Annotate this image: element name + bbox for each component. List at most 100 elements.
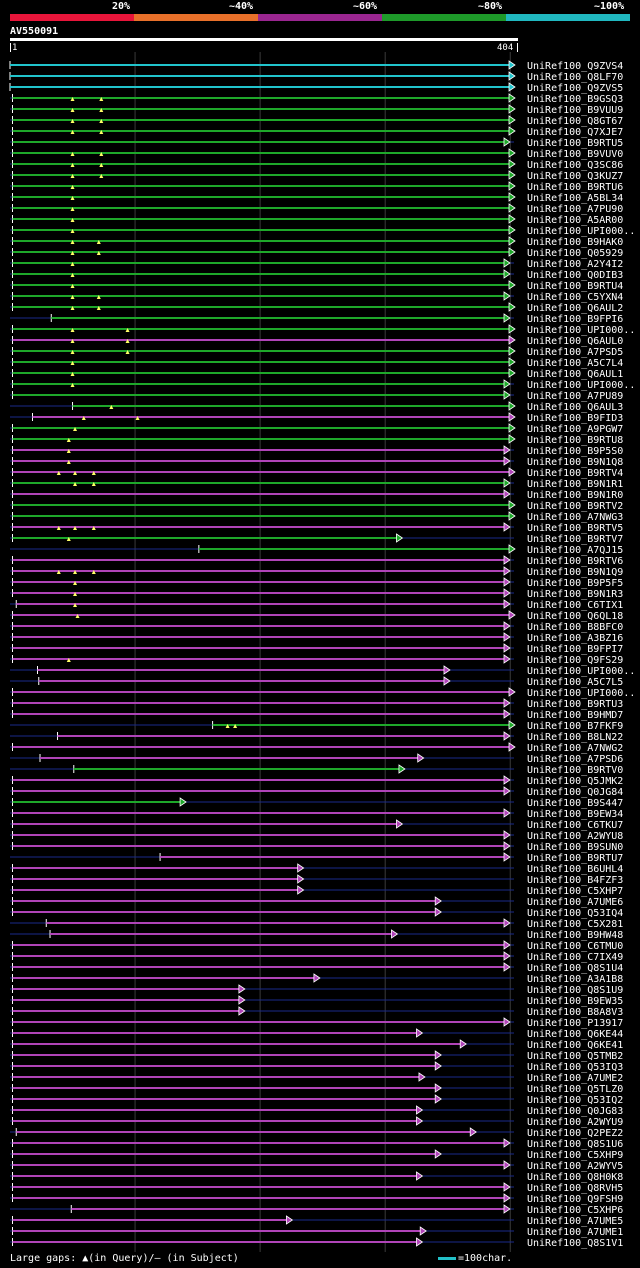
- hit-row: UniRef100_Q9ZVS4: [9, 60, 623, 72]
- hit-row: UniRef100_A7NWG2: [10, 742, 623, 754]
- hit-arrow: [508, 104, 516, 114]
- hit-arrow: [391, 929, 399, 939]
- hit-arrow: [508, 687, 516, 697]
- hit-row: UniRef100_Q2PEZ2: [10, 1127, 623, 1139]
- hit-label: UniRef100_B9RTU3: [527, 699, 623, 710]
- query-gap-marker: [99, 119, 104, 123]
- query-gap-marker: [73, 570, 78, 574]
- hit-row: UniRef100_B9RTU6: [10, 181, 623, 193]
- query-gap-marker: [70, 240, 75, 244]
- query-gap-marker: [56, 526, 61, 530]
- hit-label: UniRef100_B9RTV0: [527, 765, 623, 776]
- hit-row: UniRef100_Q8S1U4: [10, 962, 623, 974]
- query-gap-marker: [70, 361, 75, 365]
- query-gap-marker: [99, 174, 104, 178]
- hit-row: UniRef100_Q8H0K8: [10, 1171, 623, 1183]
- hit-arrow: [508, 60, 516, 70]
- hit-arrow: [503, 258, 511, 268]
- hit-arrow: [503, 577, 511, 587]
- hit-row: UniRef100_B7FKF9: [10, 720, 623, 732]
- query-gap-marker: [73, 603, 78, 607]
- query-gap-marker: [135, 416, 140, 420]
- hit-row: UniRef100_B9FPI7: [10, 643, 623, 655]
- hit-label: UniRef100_C5XHP6: [527, 1205, 623, 1216]
- hit-label: UniRef100_B9HMD7: [527, 710, 623, 721]
- hit-row: UniRef100_UPI000..: [10, 225, 635, 237]
- legend-swatch-3: [258, 14, 382, 21]
- hit-arrow: [503, 379, 511, 389]
- hit-label: UniRef100_UPI000..: [527, 226, 635, 237]
- hit-row: UniRef100_B9VUU9: [10, 104, 623, 116]
- query-gap-marker: [70, 262, 75, 266]
- hit-arrow: [419, 1226, 427, 1236]
- hit-row: UniRef100_B9P5S0: [10, 445, 623, 457]
- hit-label: UniRef100_C6TIX1: [527, 600, 623, 611]
- hit-row: UniRef100_A2Y4I2: [10, 258, 623, 270]
- hit-label: UniRef100_A7PU89: [527, 391, 623, 402]
- query-gap-marker: [96, 306, 101, 310]
- hit-row: UniRef100_C5XHP7: [10, 885, 623, 897]
- hit-arrow: [503, 390, 511, 400]
- query-gap-marker: [99, 130, 104, 134]
- hit-arrow: [503, 918, 511, 928]
- hit-arrow: [508, 82, 516, 92]
- hit-row: UniRef100_Q6AUL3: [10, 401, 623, 413]
- hit-label: UniRef100_Q8H0K8: [527, 1172, 623, 1183]
- hit-row: UniRef100_P13917: [10, 1017, 623, 1029]
- ruler-start-tick: [10, 43, 11, 52]
- query-gap-marker: [73, 482, 78, 486]
- query-gap-marker: [73, 526, 78, 530]
- hit-label: UniRef100_A2WYU9: [527, 1117, 623, 1128]
- hit-row: UniRef100_UPI000..: [10, 379, 635, 391]
- hit-label: UniRef100_A7QJ15: [527, 545, 623, 556]
- query-gap-marker: [70, 339, 75, 343]
- hit-arrow: [503, 940, 511, 950]
- hit-label: UniRef100_B9RTU6: [527, 182, 623, 193]
- hit-arrow: [508, 247, 516, 257]
- hit-row: UniRef100_A5C7L4: [10, 357, 623, 369]
- hit-label: UniRef100_A9PGW7: [527, 424, 623, 435]
- hit-row: UniRef100_B9RTV5: [10, 522, 623, 534]
- hit-row: UniRef100_Q5JMK2: [10, 775, 623, 787]
- hit-row: UniRef100_C6TMU0: [10, 940, 623, 952]
- hit-arrow: [503, 852, 511, 862]
- hit-arrow: [416, 1237, 424, 1247]
- hit-row: UniRef100_A9PGW7: [10, 423, 623, 435]
- hit-arrow: [434, 1149, 442, 1159]
- hit-arrow: [459, 1039, 467, 1049]
- hit-row: UniRef100_Q5TMB2: [10, 1050, 623, 1062]
- hit-row: UniRef100_A5C7L5: [10, 676, 623, 688]
- legend-label-40: ~40%: [229, 1, 254, 12]
- query-gap-marker: [66, 460, 71, 464]
- hit-row: UniRef100_Q0JG83: [10, 1105, 623, 1117]
- hit-arrow: [503, 313, 511, 323]
- hit-row: UniRef100_B9N1R0: [10, 489, 623, 501]
- hit-label: UniRef100_A3BZ16: [527, 633, 623, 644]
- hit-label: UniRef100_C5YXN4: [527, 292, 623, 303]
- query-gap-marker: [70, 350, 75, 354]
- hit-arrow: [503, 137, 511, 147]
- hit-arrow: [503, 599, 511, 609]
- query-gap-marker: [70, 284, 75, 288]
- query-gap-marker: [66, 537, 71, 541]
- hit-label: UniRef100_Q2PEZ2: [527, 1128, 623, 1139]
- hit-arrow: [508, 148, 516, 158]
- hit-label: UniRef100_B9RTV4: [527, 468, 623, 479]
- query-id: AV550091: [10, 26, 59, 37]
- hit-label: UniRef100_Q05929: [527, 248, 623, 259]
- hit-row: UniRef100_Q6AUL0: [10, 335, 623, 347]
- hit-label: UniRef100_B7FKF9: [527, 721, 623, 732]
- query-gap-marker: [109, 405, 114, 409]
- hit-label: UniRef100_B4FZF3: [527, 875, 623, 886]
- hit-arrow: [503, 830, 511, 840]
- hit-arrow: [503, 841, 511, 851]
- query-gap-marker: [91, 482, 96, 486]
- hit-label: UniRef100_B9EW35: [527, 996, 623, 1007]
- hit-label: UniRef100_A5AR00: [527, 215, 623, 226]
- scale-label: =100char.: [458, 1253, 513, 1264]
- scale-legend: =100char.: [438, 1253, 512, 1264]
- query-gap-marker: [99, 152, 104, 156]
- hit-row: UniRef100_C5X281: [10, 918, 623, 930]
- hit-label: UniRef100_B9FPI7: [527, 644, 623, 655]
